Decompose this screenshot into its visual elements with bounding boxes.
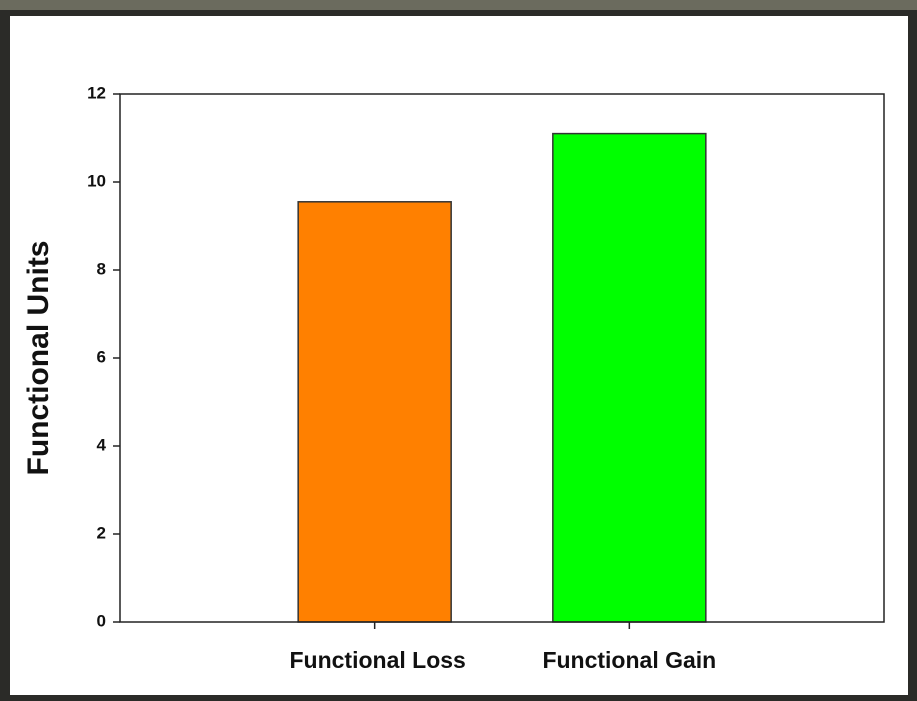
panel (10, 16, 908, 695)
y-tick-label: 4 (97, 435, 107, 454)
x-tick-label: Functional Gain (542, 647, 716, 673)
y-tick-label: 0 (97, 611, 106, 630)
y-tick-label: 6 (97, 347, 106, 366)
bar (552, 132, 707, 623)
x-tick-label: Functional Loss (289, 647, 465, 673)
plot-frame (119, 93, 885, 623)
bar (297, 201, 452, 623)
y-tick-label: 12 (87, 83, 106, 102)
y-tick-label: 10 (87, 171, 106, 190)
y-tick-label: 8 (97, 259, 106, 278)
y-axis-label: Functional Units (22, 241, 55, 476)
frame-top (0, 0, 917, 10)
y-tick-label: 2 (97, 523, 106, 542)
